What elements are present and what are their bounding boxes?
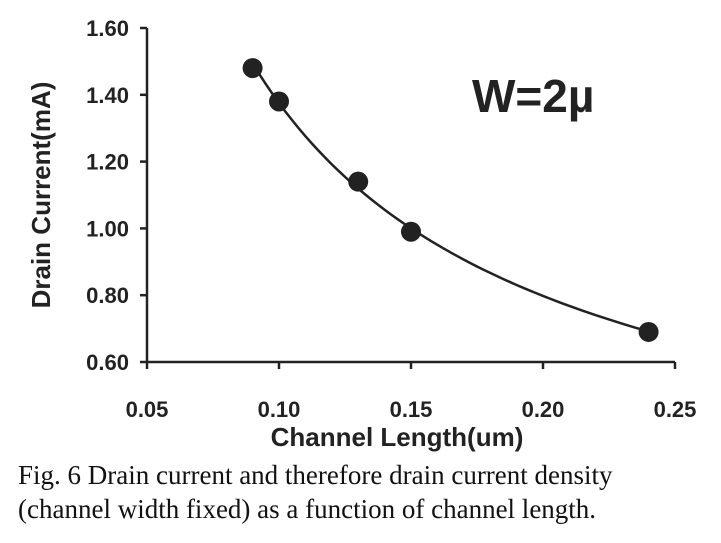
data-point [638,321,659,342]
y-tick-label: 0.60 [86,350,129,375]
trendline-group [251,62,649,333]
figure-caption: Fig. 6 Drain current and therefore drain… [18,458,718,526]
x-tick-label: 0.05 [126,397,169,422]
data-point [242,58,263,79]
caption-line-2: (channel width fixed) as a function of c… [18,494,597,524]
drain-current-chart: 0.60 0.80 1.00 1.20 1.40 1.60 0.05 0.10 0.15 0.20… [26,16,696,452]
y-axis-title: Drain Current(mA) [26,82,56,309]
x-tick-label: 0.10 [258,397,301,422]
caption-line-1: Fig. 6 Drain current and therefore drain… [18,460,613,490]
x-axis-title: Channel Length(um) [271,422,524,452]
y-tick-label: 1.60 [86,16,129,41]
ticks [140,26,677,369]
x-tick-label: 0.20 [522,397,565,422]
data-point [269,91,289,112]
trendline [251,62,649,333]
x-tick-label: 0.25 [654,397,697,422]
axes [145,28,675,364]
data-points [242,58,659,342]
tick-labels: 0.60 0.80 1.00 1.20 1.40 1.60 0.05 0.10 0.15 0.20… [86,16,696,422]
data-point [401,221,421,242]
data-point [348,171,369,192]
y-tick-label: 1.40 [86,83,129,108]
width-annotation: W=2µ [472,70,594,122]
x-tick-label: 0.15 [390,397,433,422]
y-tick-label: 0.80 [86,283,129,308]
y-tick-label: 1.20 [86,150,129,175]
y-tick-label: 1.00 [86,216,129,241]
